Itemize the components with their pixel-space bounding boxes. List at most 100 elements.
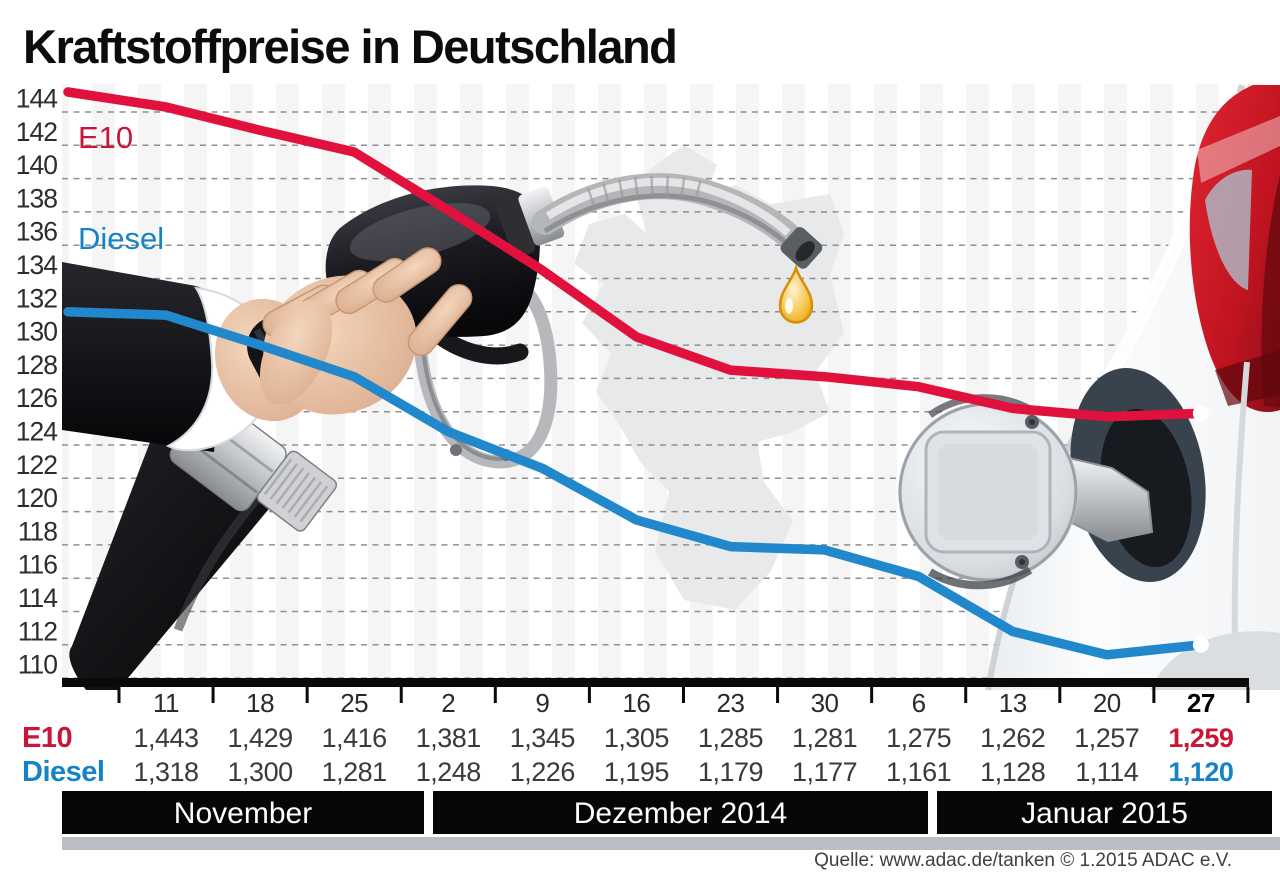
month-band-label: November: [174, 797, 312, 830]
y-axis-label: 126: [16, 383, 57, 413]
y-axis-label: 136: [16, 217, 57, 247]
x-axis-date-label: 25: [340, 688, 368, 718]
e10-value: 1,281: [792, 723, 857, 753]
e10-value: 1,345: [510, 723, 575, 753]
x-axis-tick: [399, 687, 403, 703]
x-axis-date-label: 18: [246, 688, 274, 718]
x-axis-date-label: 2: [441, 688, 455, 718]
taillight-reflection: [1205, 169, 1252, 290]
taillight-dark-edge: [1261, 175, 1280, 408]
e10-value: 1,429: [228, 723, 293, 753]
month-band-label: Januar 2015: [1021, 797, 1188, 830]
diesel-value: 1,120: [1168, 757, 1233, 787]
x-axis-date-label: 9: [535, 688, 549, 718]
x-axis-tick: [211, 687, 215, 703]
x-axis-date-label: 13: [999, 688, 1027, 718]
source-note: Quelle: www.adac.de/tanken © 1.2015 ADAC…: [814, 850, 1232, 871]
x-axis-date-label: 6: [912, 688, 926, 718]
e10-value: 1,257: [1074, 723, 1139, 753]
diesel-value: 1,248: [416, 757, 481, 787]
e10-value: 1,443: [133, 723, 198, 753]
x-axis-tick: [870, 687, 874, 703]
diesel-value: 1,177: [792, 757, 857, 787]
x-axis-tick: [681, 687, 685, 703]
fuel-cap-chrome-bottom: [927, 566, 1033, 590]
y-axis-label: 116: [18, 550, 58, 580]
y-axis: 1441421401381361341321301281261241221201…: [16, 84, 1247, 680]
y-axis-label: 118: [18, 516, 58, 546]
diesel-value: 1,128: [980, 757, 1045, 787]
y-axis-label: 110: [18, 650, 58, 680]
e10-series-label: E10: [78, 120, 133, 155]
screw-hole-icon: [1019, 559, 1025, 565]
car-lower-shade: [1150, 631, 1280, 690]
e10-row-label: E10: [22, 722, 72, 754]
y-axis-label: 142: [16, 117, 57, 147]
x-axis-tick: [587, 687, 591, 703]
diesel-value: 1,300: [228, 757, 293, 787]
spout-underside: [543, 193, 795, 251]
y-axis-label: 112: [18, 616, 58, 646]
x-axis-tick: [964, 687, 968, 703]
month-band: [937, 791, 1272, 834]
diesel-value: 1,318: [133, 757, 198, 787]
guard-hole-icon: [450, 444, 462, 456]
screw-hole-icon: [1029, 419, 1035, 425]
month-band-label: Dezember 2014: [574, 797, 787, 830]
diesel-value: 1,114: [1075, 757, 1139, 787]
fuel-drop-icon: [778, 263, 814, 324]
x-axis-date-label: 20: [1093, 688, 1121, 718]
y-axis-label: 134: [16, 250, 57, 280]
y-axis-label: 122: [16, 450, 57, 480]
x-axis-tick: [1152, 687, 1156, 703]
e10-value: 1,416: [322, 723, 387, 753]
series-layer: [63, 87, 1209, 660]
e10-value: 1,305: [604, 723, 669, 753]
x-axis-tick: [305, 687, 309, 703]
e10-end-marker: [1192, 405, 1209, 422]
x-axis-tick: [117, 687, 121, 703]
month-band: [62, 791, 424, 834]
month-band: [433, 791, 928, 834]
x-axis: 11 18 25 2 9 16 23 30 6 13 20 27: [62, 678, 1250, 718]
diesel-end-marker: [1192, 636, 1209, 653]
diesel-value: 1,161: [886, 757, 951, 787]
diesel-row-label: Diesel: [22, 756, 104, 788]
y-axis-label: 132: [16, 283, 57, 313]
x-axis-tick: [493, 687, 497, 703]
e10-value: 1,259: [1168, 723, 1234, 753]
e10-value: 1,262: [980, 723, 1045, 753]
e10-value: 1,381: [416, 723, 481, 753]
y-axis-label: 128: [16, 350, 57, 380]
taillight-glint: [1197, 116, 1280, 183]
y-axis-label: 120: [16, 483, 57, 513]
diesel-value: 1,281: [322, 757, 387, 787]
y-axis-label: 140: [16, 150, 57, 180]
y-axis-label: 144: [16, 84, 57, 114]
diesel-value: 1,226: [510, 757, 575, 787]
y-axis-label: 124: [16, 417, 57, 447]
e10-value: 1,275: [886, 723, 951, 753]
x-axis-date-label: 11: [153, 688, 179, 718]
hand-thumb: [259, 299, 333, 405]
x-axis-date-label: 30: [811, 688, 839, 718]
y-axis-label: 130: [16, 317, 57, 347]
germany-map-illustration: [574, 145, 844, 610]
spout-tip: [780, 227, 823, 269]
diesel-value: 1,179: [698, 757, 763, 787]
x-axis-tick: [1246, 687, 1250, 703]
diesel-line: [63, 307, 1206, 660]
x-axis-line: [62, 678, 1249, 687]
e10-line: [63, 87, 1206, 422]
page-title: Kraftstoffpreise in Deutschland: [23, 20, 676, 73]
y-axis-label: 138: [16, 183, 57, 213]
x-axis-date-label: 16: [622, 688, 650, 718]
y-axis-label: 114: [18, 583, 58, 613]
x-axis-date-label: 27: [1187, 688, 1215, 718]
car-illustration: [898, 84, 1280, 691]
month-bands: November Dezember 2014 Januar 2015: [62, 791, 1272, 834]
x-axis-date-label: 23: [717, 688, 745, 718]
diesel-series-label: Diesel: [78, 221, 164, 256]
e10-value: 1,285: [698, 723, 763, 753]
